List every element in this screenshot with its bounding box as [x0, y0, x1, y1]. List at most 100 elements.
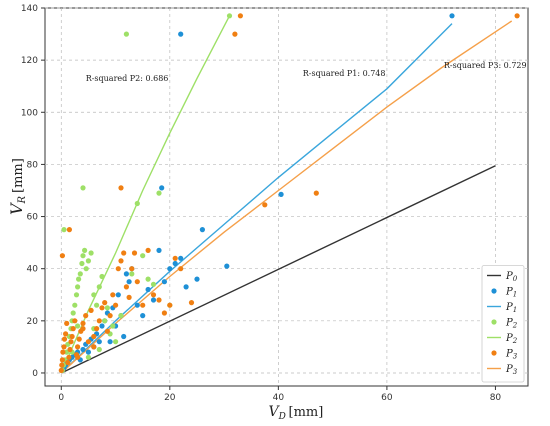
- point-p3: [134, 279, 140, 285]
- point-p2: [156, 190, 162, 196]
- point-p2: [75, 323, 81, 329]
- legend-label: P1: [505, 302, 517, 314]
- point-p3: [85, 339, 91, 345]
- point-p3: [94, 326, 100, 332]
- point-p2: [134, 200, 140, 207]
- point-p2: [110, 323, 116, 329]
- point-p3: [121, 250, 127, 256]
- point-p1: [278, 191, 284, 197]
- point-p3: [145, 247, 151, 253]
- point-p2: [104, 305, 110, 311]
- point-p3: [107, 313, 113, 319]
- x-tick-label: 60: [381, 393, 393, 403]
- point-p1: [126, 279, 132, 285]
- point-p2: [118, 313, 124, 319]
- point-p1: [199, 227, 205, 233]
- point-p1: [140, 313, 146, 319]
- point-p3: [102, 300, 108, 306]
- legend-label: P2: [505, 318, 518, 330]
- point-p2: [96, 346, 102, 353]
- legend-label: P1: [505, 287, 517, 299]
- point-p2: [70, 310, 76, 316]
- point-p1: [80, 346, 86, 353]
- point-p3: [232, 31, 238, 37]
- point-p3: [75, 344, 81, 350]
- point-p2: [85, 354, 91, 360]
- point-p3: [59, 357, 65, 363]
- point-p3: [161, 310, 167, 316]
- point-p3: [131, 250, 138, 256]
- point-p3: [123, 284, 129, 290]
- y-tick-label: 0: [32, 369, 38, 379]
- point-p2: [150, 281, 157, 287]
- y-tick-label: 100: [21, 108, 38, 118]
- point-p3: [64, 320, 70, 326]
- r-squared-annotation: R-squared P2: 0.686: [86, 74, 169, 83]
- y-tick-label: 140: [21, 4, 38, 14]
- point-p2: [91, 292, 97, 298]
- point-p3: [313, 190, 319, 196]
- point-p2: [145, 276, 151, 282]
- point-p2: [129, 271, 135, 277]
- point-p2: [79, 260, 85, 267]
- point-p3: [104, 328, 110, 334]
- point-p2: [73, 292, 80, 298]
- point-p3: [80, 326, 86, 332]
- point-p1: [167, 266, 173, 272]
- point-p3: [70, 326, 76, 332]
- point-p3: [75, 354, 81, 360]
- point-p3: [66, 354, 72, 360]
- point-p3: [69, 333, 75, 340]
- legend-label: P2: [505, 333, 518, 345]
- point-p2: [76, 276, 82, 282]
- point-p1: [85, 349, 91, 355]
- point-p1: [107, 339, 113, 345]
- point-p2: [123, 31, 129, 37]
- point-p3: [110, 292, 116, 298]
- legend-label: P3: [505, 364, 518, 376]
- point-p3: [76, 336, 82, 342]
- point-p3: [113, 302, 119, 308]
- x-tick-label: 0: [58, 393, 64, 403]
- y-axis-unit: [mm]: [11, 158, 26, 193]
- point-p2: [102, 318, 108, 324]
- y-tick-label: 120: [21, 56, 38, 66]
- point-p2: [88, 250, 94, 256]
- point-p2: [77, 271, 83, 277]
- point-p3: [58, 367, 64, 373]
- point-p3: [262, 202, 268, 208]
- legend-label: P3: [505, 349, 518, 361]
- point-p1: [134, 302, 140, 308]
- point-p1: [178, 255, 184, 261]
- point-p3: [66, 227, 72, 233]
- point-p3: [68, 339, 74, 345]
- point-p1: [115, 292, 121, 298]
- line-p2: [60, 15, 231, 374]
- point-p2: [82, 247, 88, 253]
- point-p3: [88, 307, 94, 313]
- point-p3: [60, 349, 66, 355]
- y-tick-label: 60: [27, 213, 39, 223]
- y-tick-label: 80: [27, 160, 39, 170]
- point-p1: [150, 297, 157, 303]
- legend-marker-swatch: [491, 319, 497, 325]
- x-tick-label: 80: [490, 393, 502, 403]
- legend-marker-swatch: [491, 288, 497, 294]
- point-p2: [113, 339, 119, 345]
- point-p3: [91, 333, 97, 340]
- point-p1: [96, 339, 102, 345]
- point-p3: [83, 313, 89, 319]
- point-p1: [156, 247, 162, 253]
- x-axis-unit: [mm]: [289, 405, 324, 420]
- point-p3: [118, 258, 124, 264]
- point-p1: [161, 279, 167, 285]
- point-p3: [188, 300, 195, 306]
- point-p3: [61, 336, 68, 342]
- x-axis-label: VD: [269, 404, 286, 422]
- point-p3: [59, 362, 65, 368]
- point-p3: [514, 13, 520, 19]
- legend-marker-swatch: [491, 350, 497, 356]
- point-p1: [178, 31, 184, 37]
- point-p3: [61, 344, 67, 350]
